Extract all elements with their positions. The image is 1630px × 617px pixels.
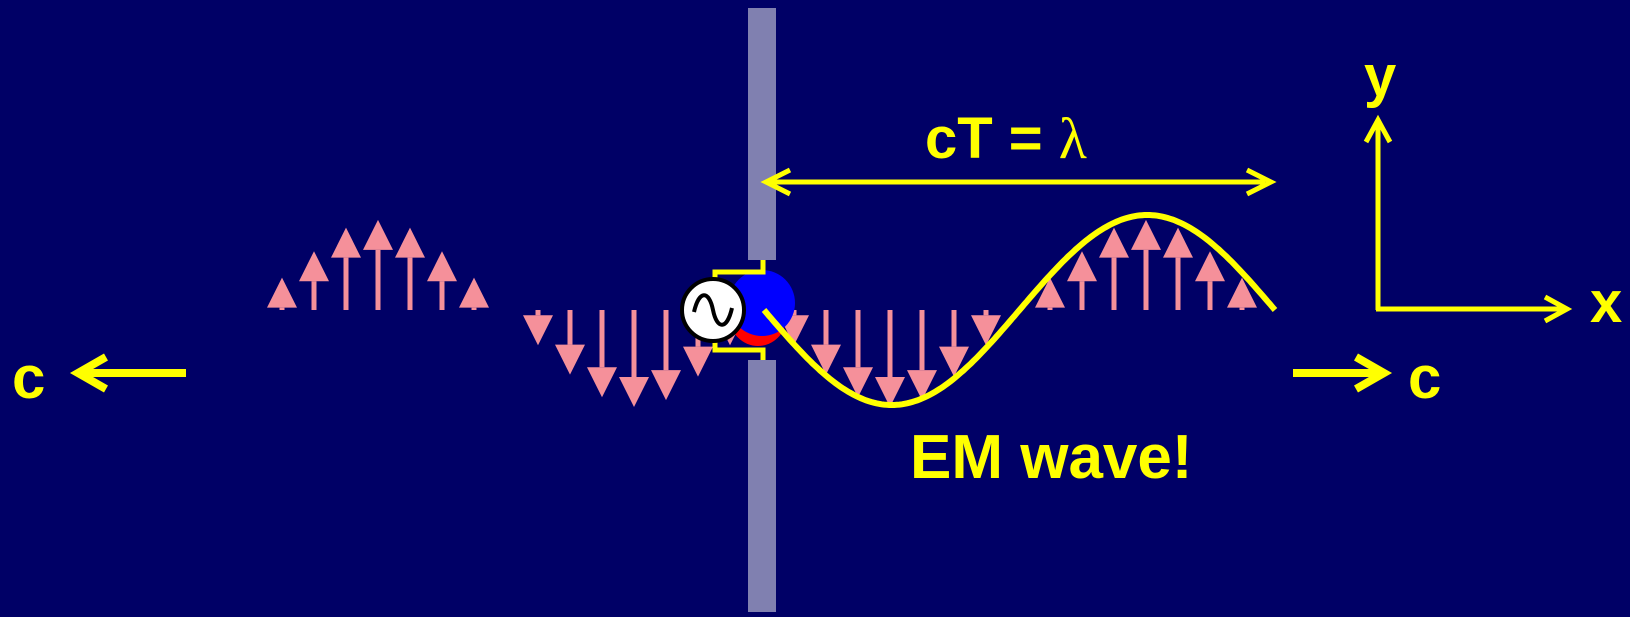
antenna-upper-rod	[748, 8, 776, 260]
wavelength-prefix: cT =	[925, 106, 1059, 171]
sine-wave-curve	[761, 212, 1278, 408]
field-arrow-up	[395, 227, 425, 310]
field-arrow-down	[939, 310, 969, 377]
wavelength-label: cT = λ	[925, 106, 1087, 171]
coordinate-axes	[1363, 114, 1573, 324]
speed-label-left: c	[12, 344, 45, 411]
antenna-lower-rod	[748, 360, 776, 612]
field-arrow-up	[1131, 219, 1161, 310]
speed-label-right: c	[1408, 344, 1441, 411]
field-arrow-down	[619, 310, 649, 408]
wave-caption: EM wave!	[910, 423, 1193, 492]
field-arrow-up	[299, 251, 329, 310]
field-arrow-down	[523, 310, 553, 346]
field-arrows-upper-left	[267, 219, 489, 310]
field-arrow-up	[1035, 277, 1065, 310]
field-arrows-right-upper	[1035, 219, 1257, 310]
y-axis-label: y	[1364, 44, 1396, 109]
x-axis-label: x	[1590, 270, 1622, 335]
field-arrow-up	[1099, 227, 1129, 310]
feed-wire-bottom	[712, 337, 766, 360]
field-arrow-down	[555, 310, 585, 375]
field-arrow-down	[843, 310, 873, 398]
field-arrow-down	[811, 310, 841, 375]
field-arrow-down	[651, 310, 681, 401]
field-arrow-down	[875, 310, 905, 408]
field-arrow-up	[267, 277, 297, 310]
field-arrow-up	[427, 251, 457, 310]
field-arrow-up	[363, 219, 393, 310]
right-propagation-arrow	[1293, 353, 1393, 393]
field-arrow-down	[971, 310, 1001, 346]
field-arrow-up	[459, 277, 489, 310]
ac-source-icon	[680, 277, 746, 343]
field-arrow-up	[1195, 251, 1225, 310]
wavelength-symbol: λ	[1059, 106, 1087, 171]
left-propagation-arrow	[69, 353, 186, 393]
field-arrow-up	[1227, 277, 1257, 310]
field-arrows-right-lower	[779, 310, 1001, 408]
wavelength-double-arrow	[760, 167, 1277, 197]
positive-charge	[729, 270, 795, 336]
field-arrow-up	[1067, 251, 1097, 310]
field-arrow-up	[331, 227, 361, 310]
field-arrow-down	[907, 310, 937, 401]
field-arrow-up	[1163, 227, 1193, 310]
field-arrow-down	[587, 310, 617, 398]
